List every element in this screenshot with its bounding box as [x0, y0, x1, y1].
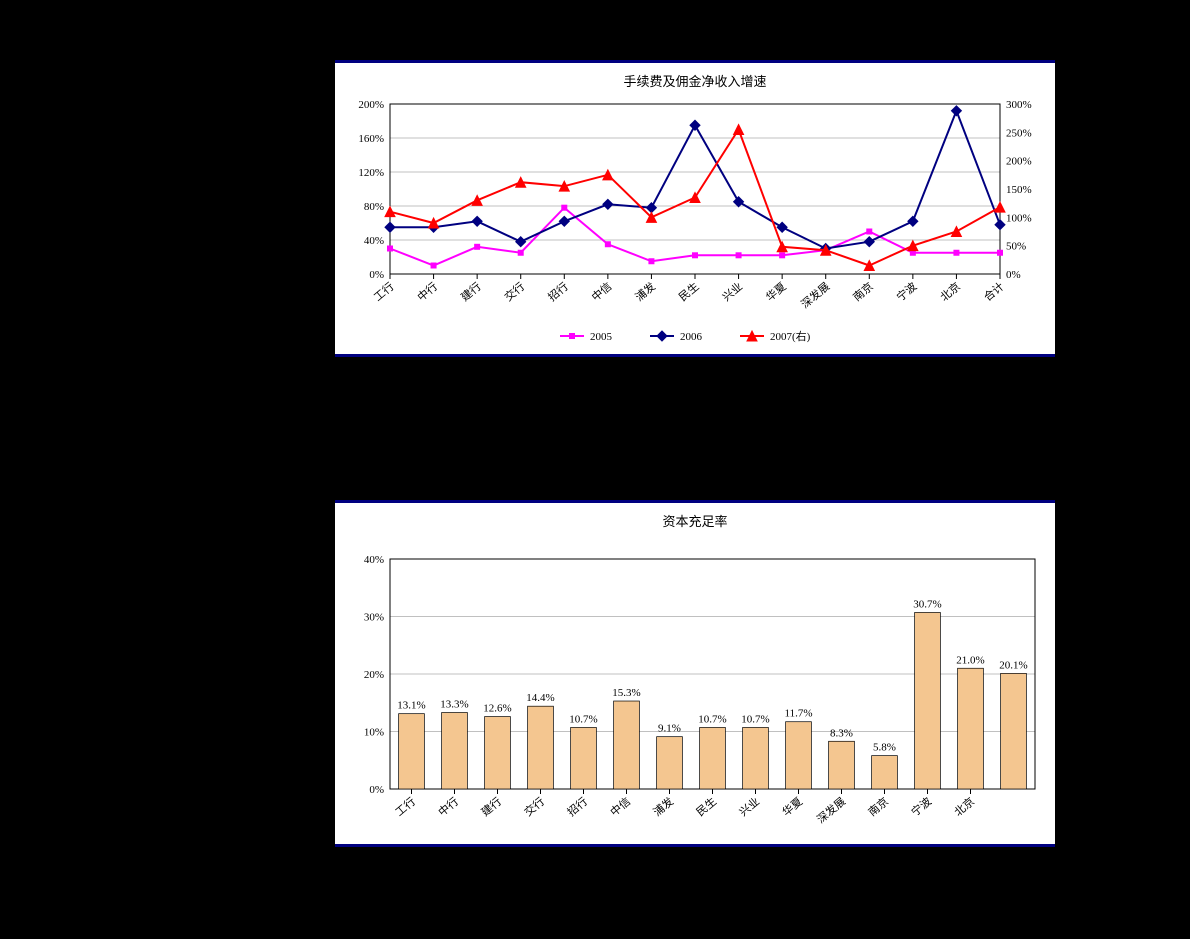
svg-text:中信: 中信: [608, 795, 633, 819]
svg-text:北京: 北京: [937, 279, 963, 304]
bar-chart-title: 资本充足率: [335, 503, 1055, 534]
svg-text:40%: 40%: [364, 235, 384, 247]
svg-text:100%: 100%: [1006, 212, 1032, 224]
svg-text:交行: 交行: [501, 279, 527, 304]
svg-text:民生: 民生: [676, 279, 702, 304]
svg-text:300%: 300%: [1006, 99, 1032, 111]
svg-text:20.1%: 20.1%: [999, 659, 1027, 671]
svg-text:30.7%: 30.7%: [913, 598, 941, 610]
svg-text:21.0%: 21.0%: [956, 654, 984, 666]
svg-text:0%: 0%: [1006, 269, 1021, 281]
svg-text:11.7%: 11.7%: [784, 708, 812, 720]
svg-text:华夏: 华夏: [763, 279, 789, 304]
svg-text:2007(右): 2007(右): [770, 329, 811, 343]
svg-text:交行: 交行: [521, 794, 547, 819]
svg-text:华夏: 华夏: [779, 794, 805, 819]
svg-text:南京: 南京: [850, 279, 876, 304]
bar-chart-svg: 0% 10% 20% 30% 40% 13.1% 13.3% 12.6% 14.4% 10.7% 1…: [335, 534, 1055, 844]
svg-text:宁波: 宁波: [894, 279, 920, 304]
svg-text:50%: 50%: [1006, 241, 1026, 253]
svg-text:12.6%: 12.6%: [483, 703, 511, 715]
svg-text:宁波: 宁波: [908, 794, 934, 819]
svg-text:30%: 30%: [364, 612, 384, 624]
svg-text:合计: 合计: [981, 279, 1007, 304]
svg-text:13.1%: 13.1%: [397, 700, 425, 712]
svg-text:兴业: 兴业: [720, 280, 745, 304]
svg-text:5.8%: 5.8%: [873, 742, 896, 754]
svg-text:深发展: 深发展: [798, 279, 832, 311]
svg-text:40%: 40%: [364, 554, 384, 566]
svg-text:建行: 建行: [478, 794, 504, 819]
svg-text:200%: 200%: [358, 99, 384, 111]
svg-text:工行: 工行: [371, 280, 396, 304]
svg-text:120%: 120%: [358, 167, 384, 179]
svg-text:2005: 2005: [590, 331, 613, 343]
svg-text:10.7%: 10.7%: [569, 713, 597, 725]
svg-text:浦发: 浦发: [650, 794, 676, 819]
svg-text:200%: 200%: [1006, 156, 1032, 168]
svg-text:250%: 250%: [1006, 127, 1032, 139]
svg-text:8.3%: 8.3%: [830, 727, 853, 739]
svg-text:10.7%: 10.7%: [741, 713, 769, 725]
svg-text:中行: 中行: [436, 795, 461, 819]
svg-text:浦发: 浦发: [632, 279, 658, 304]
svg-text:招行: 招行: [545, 279, 571, 304]
svg-text:深发展: 深发展: [814, 794, 848, 826]
svg-text:民生: 民生: [693, 794, 719, 819]
svg-text:南京: 南京: [865, 794, 891, 819]
svg-text:160%: 160%: [358, 133, 384, 145]
svg-text:中行: 中行: [415, 280, 440, 304]
line-chart-title: 手续费及佣金净收入增速: [335, 63, 1055, 94]
svg-text:中信: 中信: [589, 280, 614, 304]
svg-text:9.1%: 9.1%: [658, 723, 681, 735]
svg-text:10%: 10%: [364, 727, 384, 739]
svg-text:兴业: 兴业: [737, 795, 762, 819]
svg-text:0%: 0%: [369, 269, 384, 281]
svg-text:2006: 2006: [680, 331, 703, 343]
svg-text:0%: 0%: [369, 784, 384, 796]
svg-text:招行: 招行: [564, 794, 590, 819]
svg-text:15.3%: 15.3%: [612, 687, 640, 699]
bar-chart-panel: 资本充足率 0% 10% 20% 30% 40% 13.1% 13.3% 12.6% 14.4%…: [335, 500, 1055, 847]
svg-text:10.7%: 10.7%: [698, 713, 726, 725]
svg-text:13.3%: 13.3%: [440, 699, 468, 711]
svg-text:80%: 80%: [364, 201, 384, 213]
svg-text:建行: 建行: [458, 279, 484, 304]
svg-text:北京: 北京: [951, 794, 977, 819]
svg-text:14.4%: 14.4%: [526, 692, 554, 704]
line-chart-svg: 0% 40% 80% 120% 160% 200% 0% 50% 100% 150% 200% 250…: [335, 94, 1055, 354]
line-chart-panel: 手续费及佣金净收入增速 0% 40% 80% 120% 160% 200% 0% 50% 100…: [335, 60, 1055, 357]
svg-text:150%: 150%: [1006, 184, 1032, 196]
svg-text:工行: 工行: [393, 795, 418, 819]
svg-text:20%: 20%: [364, 669, 384, 681]
